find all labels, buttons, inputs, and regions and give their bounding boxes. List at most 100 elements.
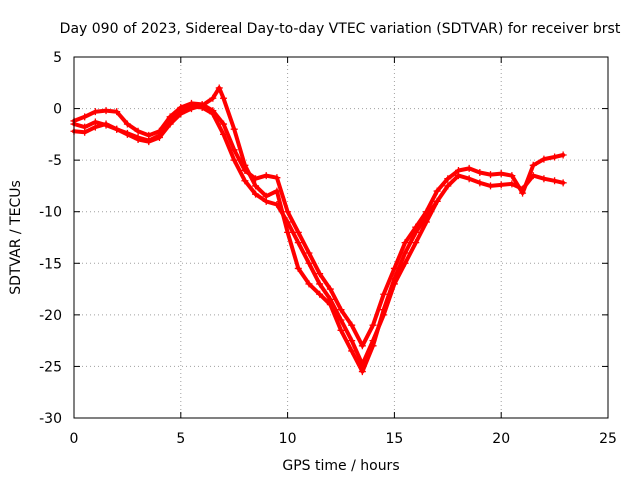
axis-ticks: 0 5 10 15 20 25 5 0 -5 -10 -15 -20 -25 -30	[39, 50, 617, 447]
data-point	[91, 108, 99, 116]
x-tick-label: 25	[599, 431, 617, 447]
data-point	[177, 110, 185, 118]
data-point	[422, 213, 430, 221]
series-track-2	[70, 99, 567, 350]
data-point	[337, 326, 345, 334]
data-point	[273, 174, 281, 182]
data-point	[134, 136, 142, 144]
data-point	[326, 285, 334, 293]
y-tick-label: 0	[53, 102, 62, 118]
data-point	[487, 182, 495, 190]
data-point	[198, 101, 206, 109]
data-point	[348, 347, 356, 355]
data-point	[91, 123, 99, 131]
series-line	[72, 85, 440, 374]
data-point	[337, 306, 345, 314]
data-point	[113, 108, 121, 116]
data-point	[316, 290, 324, 298]
data-point	[155, 127, 163, 135]
data-point	[241, 161, 249, 169]
data-point	[540, 155, 548, 163]
data-point	[81, 128, 89, 136]
data-point	[252, 190, 260, 198]
data-point	[102, 120, 110, 128]
data-point	[412, 239, 420, 247]
y-tick-label: -10	[39, 205, 62, 221]
data-point	[433, 187, 441, 195]
data-point	[294, 228, 302, 236]
data-point	[454, 166, 462, 174]
data-point	[519, 189, 527, 197]
data-point	[220, 120, 228, 128]
x-tick-label: 20	[492, 431, 510, 447]
data-point	[220, 94, 228, 102]
data-point	[230, 125, 238, 133]
y-tick-label: -15	[39, 256, 62, 272]
data-point	[305, 249, 313, 257]
data-point	[241, 177, 249, 185]
data-point	[145, 131, 153, 139]
data-point	[316, 270, 324, 278]
plot-frame	[73, 56, 609, 419]
data-point	[551, 153, 559, 161]
chart-title: Day 090 of 2023, Sidereal Day-to-day VTE…	[60, 21, 621, 37]
x-tick-label: 15	[385, 431, 403, 447]
data-point	[559, 179, 567, 187]
data-point	[369, 342, 377, 350]
data-point	[529, 161, 537, 169]
data-point	[358, 342, 366, 350]
data-point	[316, 280, 324, 288]
data-point	[476, 179, 484, 187]
data-point	[155, 133, 163, 141]
data-point	[230, 146, 238, 154]
x-tick-label: 10	[279, 431, 297, 447]
data-point	[380, 290, 388, 298]
y-tick-label: 5	[53, 50, 62, 66]
data-point	[177, 104, 185, 112]
data-point	[230, 156, 238, 164]
data-point	[444, 175, 452, 183]
data-point	[252, 182, 260, 190]
grid	[74, 57, 608, 418]
data-point	[412, 228, 420, 236]
data-point	[305, 280, 313, 288]
data-point	[262, 172, 270, 180]
data-point	[81, 113, 89, 121]
data-point	[305, 259, 313, 267]
data-point	[102, 107, 110, 115]
data-point	[123, 120, 131, 128]
data-point	[465, 164, 473, 172]
data-point	[390, 275, 398, 283]
data-point	[487, 171, 495, 179]
data-point	[215, 84, 223, 92]
data-point	[326, 301, 334, 309]
data-point	[187, 105, 195, 113]
data-point	[166, 113, 174, 121]
data-point	[401, 249, 409, 257]
data-point	[369, 321, 377, 329]
data-point	[284, 208, 292, 216]
data-point	[540, 175, 548, 183]
data-point	[348, 337, 356, 345]
data-point	[294, 264, 302, 272]
data-point	[380, 306, 388, 314]
data-point	[209, 107, 217, 115]
data-point	[134, 127, 142, 135]
y-tick-label: -20	[39, 308, 62, 324]
data-point	[559, 151, 567, 159]
y-tick-label: -25	[39, 359, 62, 375]
data-series	[70, 84, 567, 376]
data-point	[145, 138, 153, 146]
series-line	[72, 104, 566, 367]
x-tick-label: 0	[70, 431, 79, 447]
data-point	[476, 169, 484, 177]
data-point	[433, 197, 441, 205]
data-point	[497, 170, 505, 178]
data-point	[348, 321, 356, 329]
y-axis-label: SDTVAR / TECUs	[8, 180, 24, 295]
data-point	[273, 187, 281, 195]
x-tick-label: 5	[176, 431, 185, 447]
data-point	[358, 368, 366, 376]
data-point	[123, 130, 131, 138]
